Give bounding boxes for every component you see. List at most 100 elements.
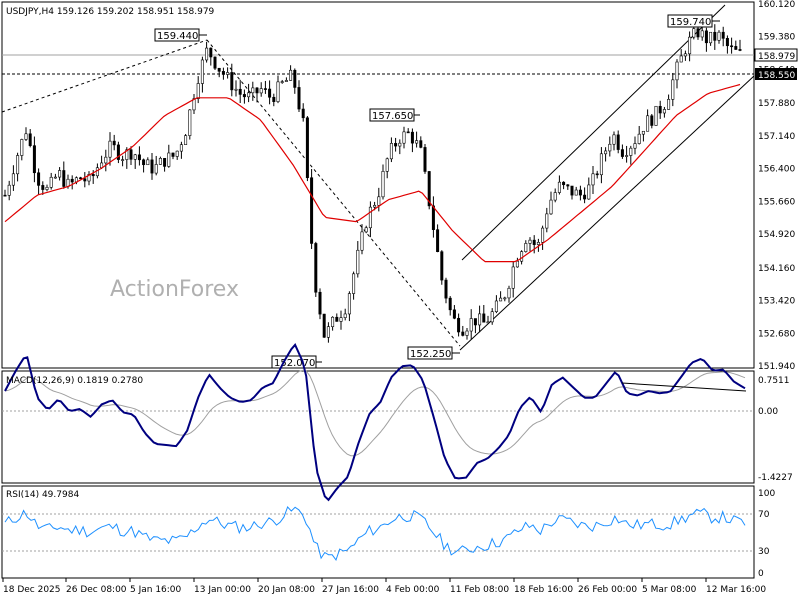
candle xyxy=(599,147,603,184)
candle xyxy=(431,196,435,238)
candle xyxy=(343,308,347,321)
candle xyxy=(654,105,658,126)
candle xyxy=(150,152,154,180)
candle xyxy=(541,225,545,250)
candle xyxy=(398,139,402,155)
rsi-line xyxy=(4,506,746,561)
candle xyxy=(41,181,45,195)
candle xyxy=(28,129,32,148)
candle xyxy=(612,131,616,151)
candle xyxy=(242,89,246,104)
candles-group xyxy=(3,19,742,343)
candle xyxy=(499,291,503,302)
candle xyxy=(486,315,490,324)
candle xyxy=(352,271,356,300)
candle xyxy=(142,158,146,173)
candle xyxy=(578,185,582,201)
x-tick-label: 12 Mar 16:00 xyxy=(706,585,766,595)
candle xyxy=(175,150,179,160)
candle xyxy=(427,170,431,210)
svg-text:152.070: 152.070 xyxy=(274,358,315,369)
candle xyxy=(326,322,330,343)
candle xyxy=(389,137,393,163)
candle xyxy=(709,31,713,46)
candle xyxy=(721,26,725,47)
candle xyxy=(671,72,675,107)
candle xyxy=(322,313,326,338)
candle xyxy=(154,155,158,176)
annotation-152070: 152.070 xyxy=(271,355,322,369)
candle xyxy=(179,141,183,159)
candle xyxy=(444,277,448,304)
channel-upper-line xyxy=(461,4,726,261)
candle xyxy=(167,144,171,168)
candle xyxy=(490,308,494,325)
candle xyxy=(717,30,721,44)
candle xyxy=(79,176,83,180)
x-tick-label: 5 Jan 16:00 xyxy=(130,585,182,595)
candle xyxy=(448,296,452,316)
candle xyxy=(591,166,595,194)
candle xyxy=(192,94,196,114)
candle xyxy=(646,109,650,132)
candle xyxy=(679,49,683,63)
rsi-panel xyxy=(1,485,755,579)
candle xyxy=(146,157,150,166)
candle xyxy=(16,152,20,182)
candle xyxy=(524,240,528,253)
candle xyxy=(658,100,662,119)
candle xyxy=(662,106,666,118)
price-ytick: 151.940 xyxy=(758,362,795,372)
trendline-dashed-fall xyxy=(206,39,461,347)
candle xyxy=(536,238,540,252)
candle xyxy=(171,152,175,160)
candle xyxy=(478,305,482,333)
annotation-152250: 152.250 xyxy=(407,346,460,360)
candle xyxy=(3,189,7,197)
macd-main-line xyxy=(4,342,746,502)
macd-ytick-zero: 0.00 xyxy=(758,407,778,417)
x-tick-label: 13 Jan 00:00 xyxy=(194,585,251,595)
moving-average-line xyxy=(4,83,741,263)
candle xyxy=(53,173,57,179)
candle xyxy=(683,50,687,61)
rsi-ytick-30: 30 xyxy=(758,547,770,557)
candle xyxy=(629,145,633,165)
price-ytick: 160.120 xyxy=(758,0,795,10)
candle xyxy=(234,80,238,97)
candle xyxy=(713,24,717,50)
candle xyxy=(360,224,364,255)
candle xyxy=(419,136,423,149)
candle xyxy=(730,37,734,54)
candle xyxy=(112,134,116,151)
candle xyxy=(410,128,414,153)
candle xyxy=(200,56,204,93)
candle xyxy=(587,177,591,200)
x-tick-label: 26 Dec 08:00 xyxy=(66,585,127,595)
candle xyxy=(494,295,498,314)
candle xyxy=(184,134,188,145)
candle xyxy=(704,27,708,52)
candle xyxy=(188,109,192,140)
current-price-tag: 158.979 xyxy=(754,48,798,62)
rsi-ytick-0: 0 xyxy=(758,569,764,579)
candle xyxy=(49,172,53,190)
candle xyxy=(58,167,62,181)
candle xyxy=(688,31,692,62)
candle xyxy=(62,161,66,189)
rsi-ytick-100: 100 xyxy=(758,489,775,499)
candle xyxy=(205,41,209,63)
macd-divergence-line xyxy=(621,382,747,392)
annotation-157650: 157.650 xyxy=(369,108,420,122)
price-ytick: 154.920 xyxy=(758,230,795,240)
candle xyxy=(368,201,372,238)
x-tick-label: 4 Feb 00:00 xyxy=(386,585,440,595)
candle xyxy=(364,225,368,234)
svg-text:157.650: 157.650 xyxy=(372,111,413,122)
candle xyxy=(129,146,133,166)
svg-text:159.440: 159.440 xyxy=(157,31,198,42)
candle xyxy=(549,191,553,215)
price-panel xyxy=(1,1,755,369)
candle xyxy=(725,35,729,54)
candle xyxy=(87,171,91,186)
